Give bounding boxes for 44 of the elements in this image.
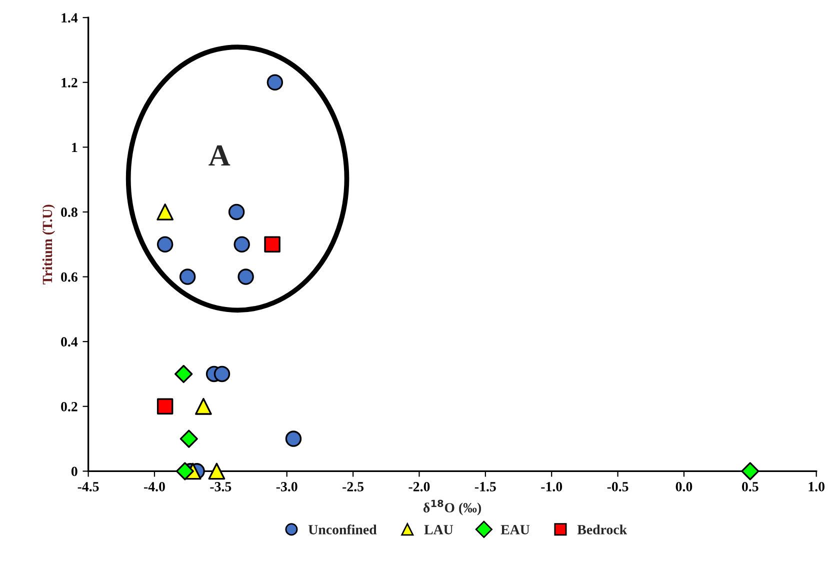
y-tick-label: 0.6 — [61, 272, 78, 282]
point — [156, 204, 174, 220]
point — [266, 74, 284, 90]
point — [285, 430, 302, 447]
point — [156, 236, 174, 252]
point — [238, 268, 254, 285]
y-tick-label: 1.2 — [62, 78, 78, 88]
point — [180, 430, 198, 448]
y-tick-label: 0.8 — [61, 208, 78, 217]
x-tick-label: -3.0 — [276, 482, 298, 492]
point — [228, 204, 245, 220]
point — [741, 462, 760, 480]
point — [179, 268, 196, 285]
x-tick-label: -2.5 — [342, 482, 364, 492]
point — [234, 236, 250, 252]
x-tick-label: -2.0 — [408, 482, 430, 492]
legend-label: Unconfined — [308, 524, 377, 534]
legend-label: Bedrock — [577, 524, 628, 534]
legend-label: EAU — [500, 525, 530, 534]
x-tick-label: -1.5 — [474, 482, 496, 492]
y-tick-label: 0.4 — [61, 337, 78, 347]
point — [195, 398, 212, 415]
annotation: A — [208, 145, 230, 166]
y-tick-label: 1 — [72, 142, 78, 152]
point — [176, 462, 194, 480]
y-tick-label: 0 — [71, 466, 78, 476]
point — [156, 398, 174, 414]
x-tick-label: -1.0 — [541, 482, 562, 492]
x-tick-label: 1.0 — [808, 482, 824, 492]
x-tick-label: -4.5 — [78, 482, 99, 492]
point — [214, 366, 230, 382]
y-axis-title: Tritium (T.U) — [42, 204, 55, 284]
x-tick-label: -4.0 — [144, 482, 165, 492]
x-tick-label: 0.5 — [742, 482, 758, 492]
y-tick-label: 1.4 — [62, 13, 78, 23]
x-tick-label: -3.5 — [210, 482, 232, 492]
x-tick-label: -0.5 — [607, 482, 628, 492]
point — [208, 462, 226, 480]
x-axis-title: δ$^{18}$O (‰) — [423, 500, 481, 516]
legend-label: LAU — [424, 525, 454, 534]
x-tick-label: 0.0 — [676, 482, 692, 492]
point — [264, 236, 280, 252]
y-tick-label: 0.2 — [61, 402, 78, 412]
point — [174, 364, 193, 384]
